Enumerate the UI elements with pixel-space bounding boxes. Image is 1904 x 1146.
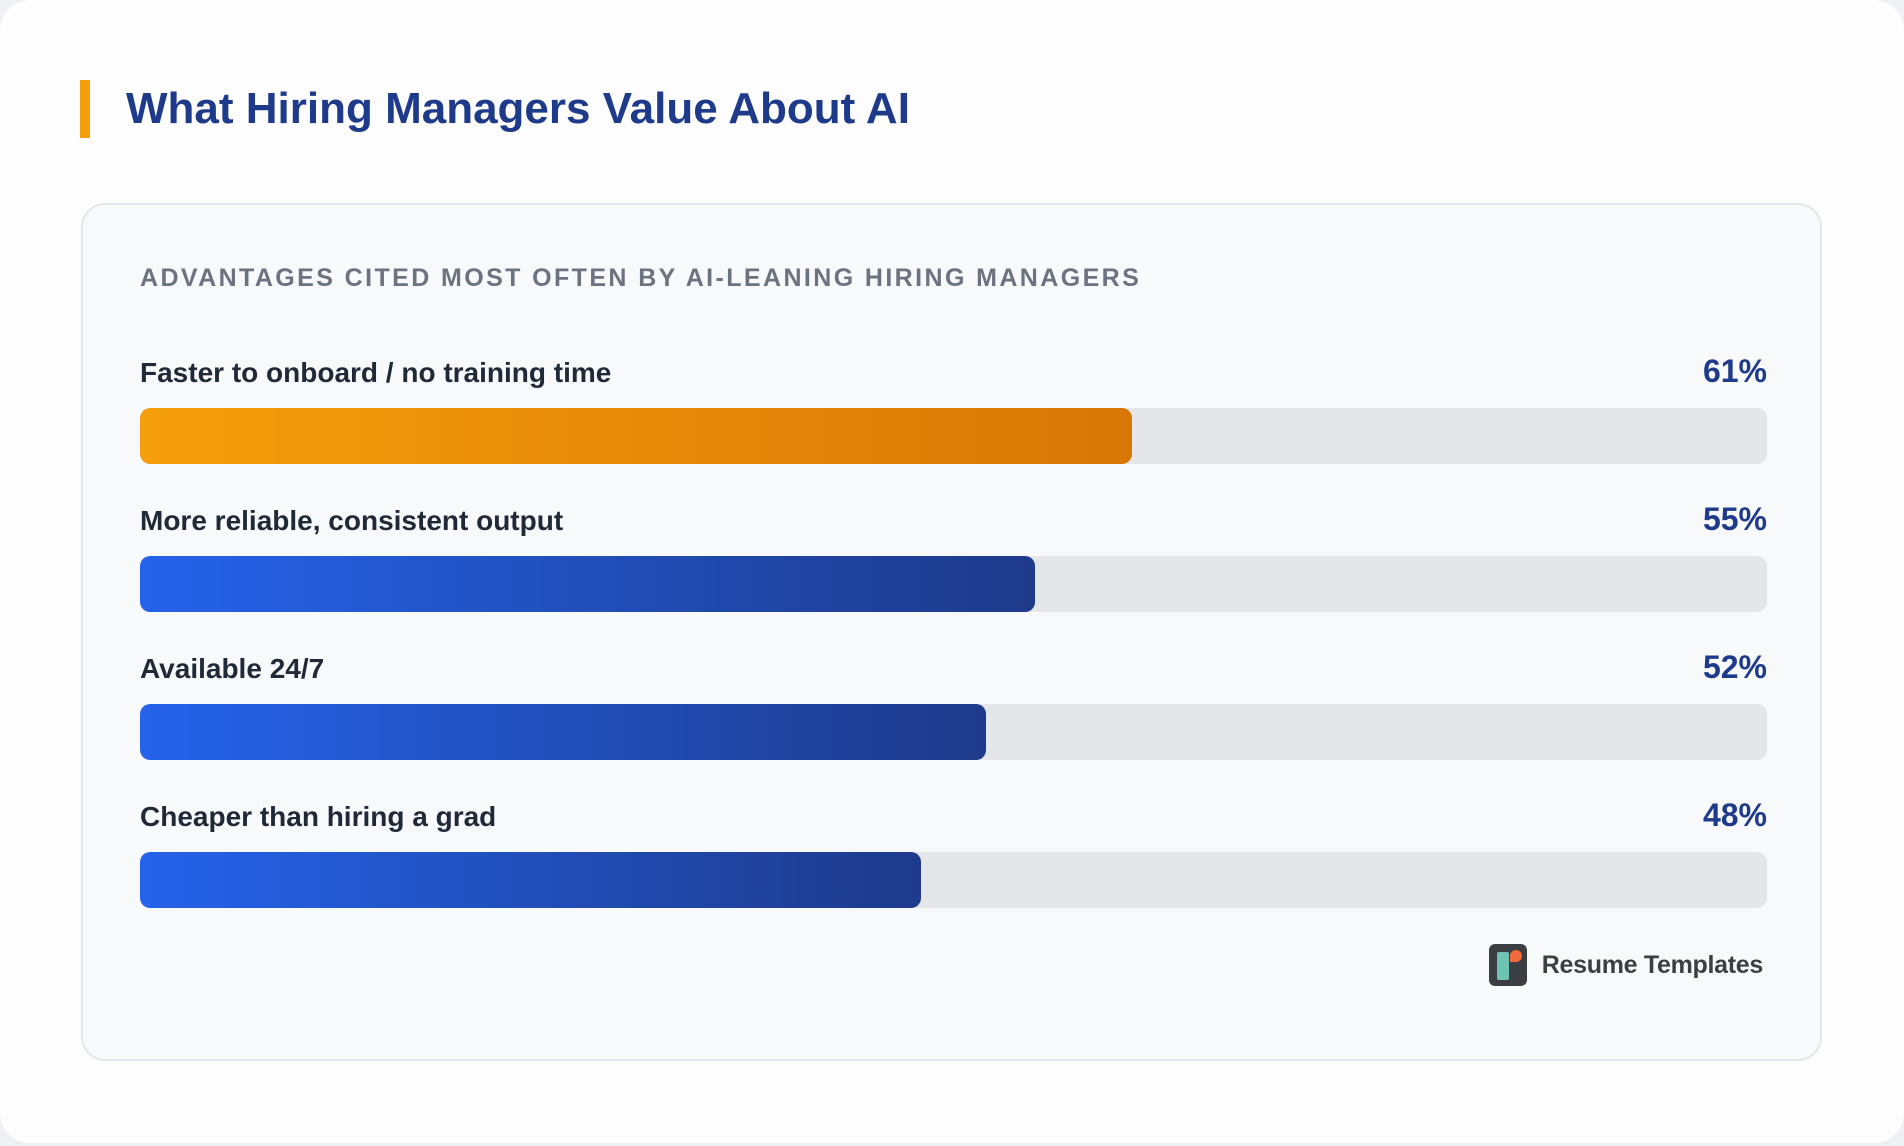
bar-item: Cheaper than hiring a grad 48% bbox=[140, 789, 1767, 937]
title-row: What Hiring Managers Value About AI bbox=[80, 80, 910, 138]
bar-value-label: 55% bbox=[1702, 501, 1767, 537]
bar-value-label: 52% bbox=[1702, 649, 1767, 685]
title-accent-bar bbox=[80, 80, 90, 138]
bar-chart: Faster to onboard / no training time 61% M… bbox=[140, 345, 1767, 937]
bar-label: Available 24/7 bbox=[140, 653, 325, 684]
chart-subtitle: ADVANTAGES CITED MOST OFTEN BY AI-LEANIN… bbox=[140, 264, 1142, 292]
chart-card: ADVANTAGES CITED MOST OFTEN BY AI-LEANIN… bbox=[81, 203, 1822, 1061]
brand-name: Resume Templates bbox=[1541, 950, 1764, 979]
bar-fill bbox=[140, 852, 921, 908]
bar-track bbox=[140, 556, 1767, 612]
bar-value-label: 61% bbox=[1702, 353, 1767, 389]
bar-label: More reliable, consistent output bbox=[140, 505, 564, 536]
bar-track bbox=[140, 852, 1767, 908]
brand-mark: Resume Templates bbox=[1488, 944, 1764, 986]
bar-item: More reliable, consistent output 55% bbox=[140, 493, 1767, 641]
bar-label: Cheaper than hiring a grad bbox=[140, 801, 497, 832]
bar-item: Faster to onboard / no training time 61% bbox=[140, 345, 1767, 493]
page-title: What Hiring Managers Value About AI bbox=[126, 84, 910, 133]
bar-fill bbox=[140, 408, 1133, 464]
resume-templates-logo-icon bbox=[1488, 944, 1527, 986]
bar-track bbox=[140, 704, 1767, 760]
bar-track bbox=[140, 408, 1767, 464]
bar-fill bbox=[140, 556, 1035, 612]
bar-fill bbox=[140, 704, 987, 760]
bar-item: Available 24/7 52% bbox=[140, 641, 1767, 789]
bar-value-label: 48% bbox=[1702, 797, 1767, 833]
bar-label: Faster to onboard / no training time bbox=[140, 357, 612, 388]
